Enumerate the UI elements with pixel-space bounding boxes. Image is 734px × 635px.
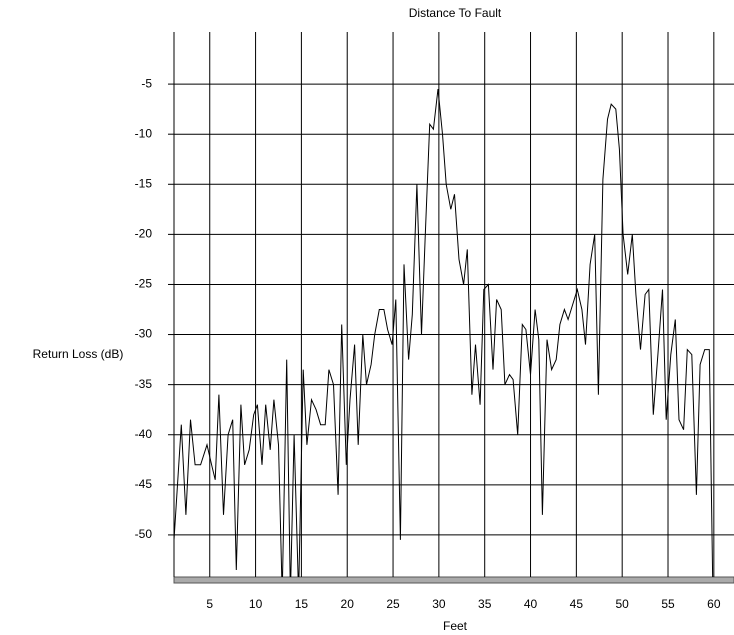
x-tick-label: 45	[570, 597, 584, 611]
scroll-band	[173, 576, 734, 584]
x-tick-label: 55	[661, 597, 675, 611]
y-tick-label: -20	[135, 227, 153, 241]
plot-area	[174, 89, 714, 577]
y-tick-label: -35	[135, 377, 153, 391]
y-tick-label: -50	[135, 527, 153, 541]
x-tick-label: 25	[386, 597, 400, 611]
y-tick-label: -5	[141, 76, 152, 90]
x-tick-label: 20	[341, 597, 355, 611]
y-tick-label: -30	[135, 327, 153, 341]
x-axis-label: Feet	[443, 619, 468, 633]
x-tick-label: 10	[249, 597, 263, 611]
x-tick-label: 40	[524, 597, 538, 611]
x-tick-label: 35	[478, 597, 492, 611]
x-tick-label: 50	[616, 597, 630, 611]
x-tick-label: 5	[206, 597, 213, 611]
chart-title: Distance To Fault	[409, 6, 502, 20]
y-tick-label: -40	[135, 427, 153, 441]
x-tick-label: 30	[432, 597, 446, 611]
y-tick-label: -10	[135, 126, 153, 140]
x-tick-label: 15	[295, 597, 309, 611]
data-line	[174, 89, 714, 577]
y-tick-label: -25	[135, 277, 153, 291]
x-tick-label: 60	[707, 597, 721, 611]
y-tick-label: -15	[135, 176, 153, 190]
y-axis-label: Return Loss (dB)	[33, 347, 124, 361]
y-tick-label: -45	[135, 477, 153, 491]
